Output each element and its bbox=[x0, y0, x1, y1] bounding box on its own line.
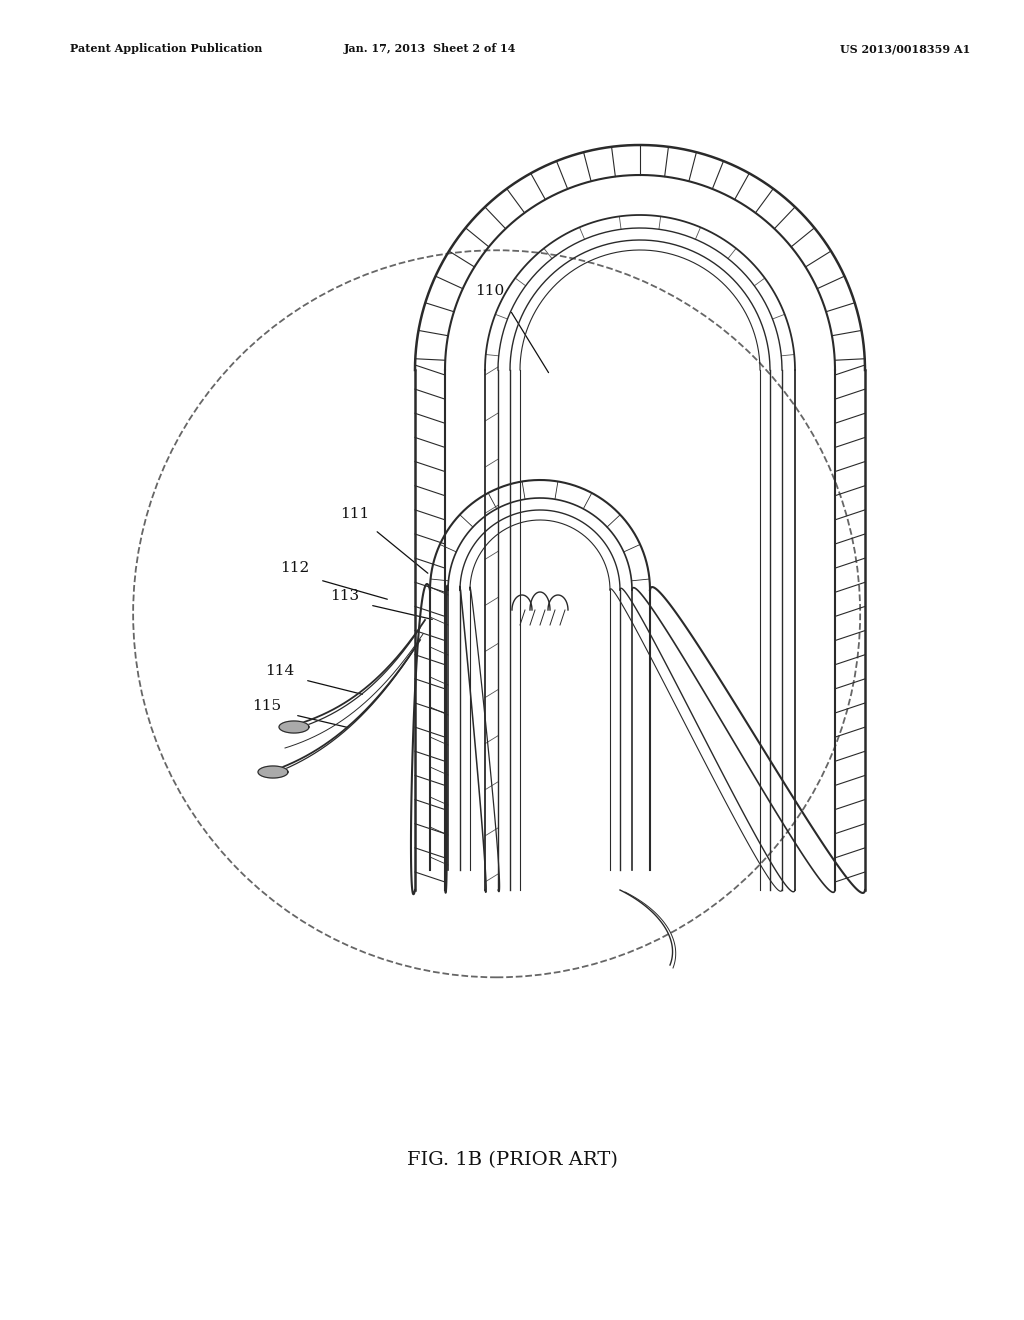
Text: 110: 110 bbox=[475, 284, 505, 298]
Text: Jan. 17, 2013  Sheet 2 of 14: Jan. 17, 2013 Sheet 2 of 14 bbox=[344, 44, 516, 54]
Text: 113: 113 bbox=[331, 589, 359, 603]
Text: 111: 111 bbox=[340, 507, 370, 521]
Text: 115: 115 bbox=[253, 700, 282, 713]
Text: US 2013/0018359 A1: US 2013/0018359 A1 bbox=[840, 44, 971, 54]
Polygon shape bbox=[280, 721, 309, 733]
Text: Patent Application Publication: Patent Application Publication bbox=[70, 44, 262, 54]
Text: 112: 112 bbox=[281, 561, 309, 576]
Text: 114: 114 bbox=[265, 664, 295, 678]
Polygon shape bbox=[258, 766, 288, 777]
Text: FIG. 1B (PRIOR ART): FIG. 1B (PRIOR ART) bbox=[407, 1151, 617, 1170]
